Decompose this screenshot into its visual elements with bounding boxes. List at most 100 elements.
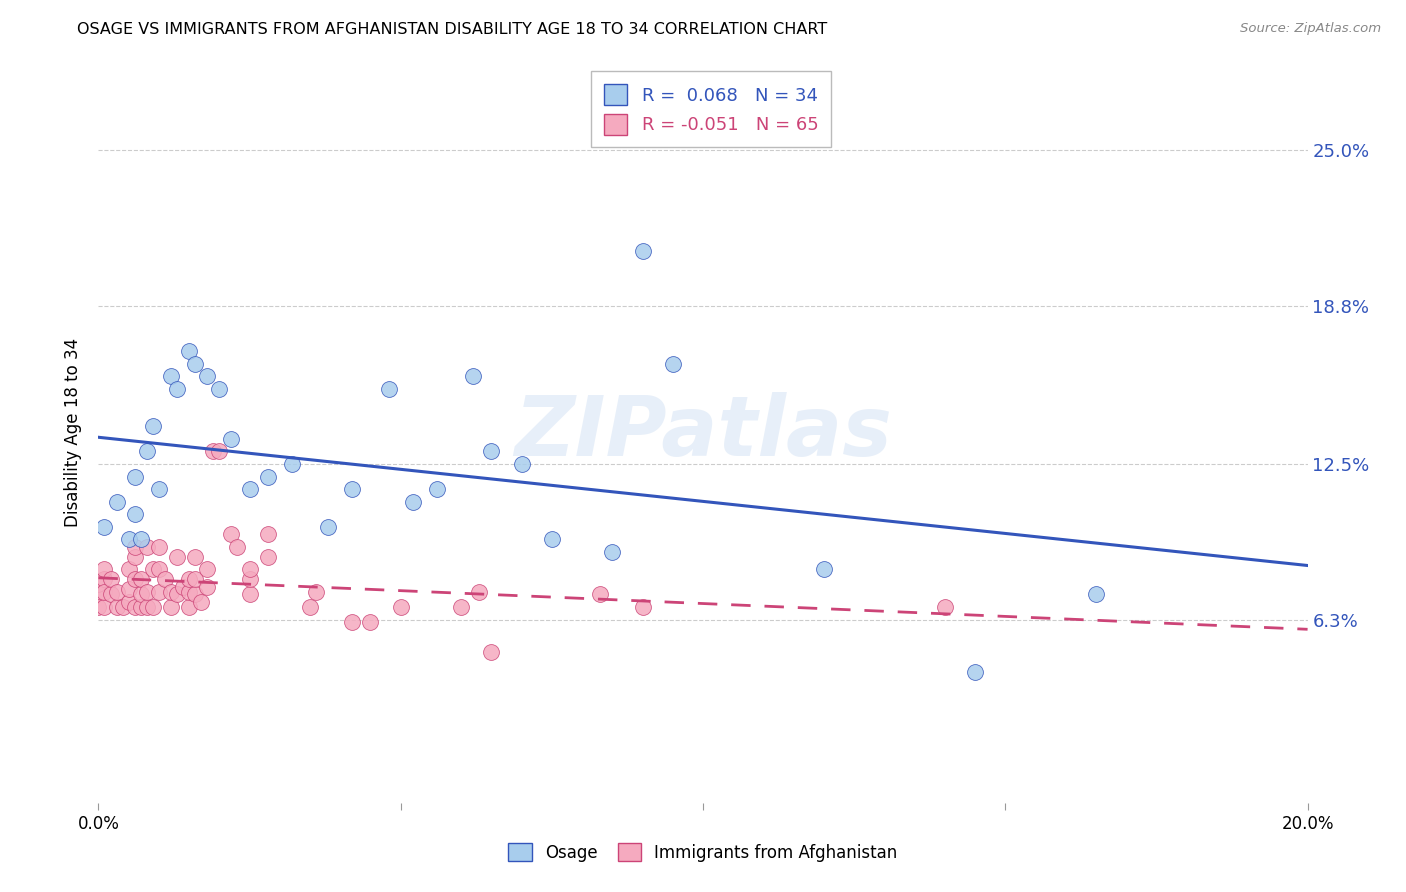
Point [179,573,201,587]
Point [540,533,562,547]
Point [93,562,115,576]
Point [256,527,278,541]
Point [135,585,157,599]
Text: ZIPatlas: ZIPatlas [515,392,891,473]
Point [934,600,956,615]
Point [142,562,165,576]
Point [129,600,152,615]
Point [195,369,218,384]
Point [239,587,262,601]
Text: Source: ZipAtlas.com: Source: ZipAtlas.com [1240,22,1381,36]
Point [124,600,146,615]
Point [179,344,201,359]
Point [426,482,449,496]
Legend: Osage, Immigrants from Afghanistan: Osage, Immigrants from Afghanistan [502,837,904,869]
Point [148,482,170,496]
Point [360,615,382,629]
Point [118,595,141,609]
Point [179,585,201,599]
Point [160,585,183,599]
Point [111,600,134,615]
Point [93,520,115,534]
Point [813,562,835,576]
Point [160,369,183,384]
Point [105,600,128,615]
Point [202,444,225,458]
Point [661,357,683,371]
Point [589,587,612,601]
Point [510,457,533,471]
Point [239,573,262,587]
Point [281,457,304,471]
Point [195,562,218,576]
Y-axis label: Disability Age 18 to 34: Disability Age 18 to 34 [65,338,83,527]
Point [179,600,201,615]
Point [184,357,207,371]
Point [166,382,188,396]
Point [100,587,122,601]
Point [124,540,146,554]
Point [450,600,472,615]
Point [129,533,152,547]
Point [221,432,243,446]
Point [135,444,157,458]
Point [468,585,491,599]
Point [135,540,157,554]
Point [100,573,122,587]
Point [148,585,170,599]
Point [124,549,146,564]
Point [342,615,364,629]
Point [160,600,183,615]
Text: OSAGE VS IMMIGRANTS FROM AFGHANISTAN DISABILITY AGE 18 TO 34 CORRELATION CHART: OSAGE VS IMMIGRANTS FROM AFGHANISTAN DIS… [77,22,828,37]
Point [172,580,194,594]
Point [124,507,146,521]
Point [118,533,141,547]
Point [118,562,141,576]
Point [166,587,188,601]
Point [118,582,141,597]
Point [184,549,207,564]
Point [124,573,146,587]
Point [481,645,503,659]
Point [148,540,170,554]
Point [463,369,485,384]
Point [256,549,278,564]
Point [93,573,115,587]
Point [105,494,128,508]
Point [184,587,207,601]
Point [342,482,364,496]
Point [93,600,115,615]
Point [135,600,157,615]
Point [299,600,322,615]
Point [208,382,231,396]
Point [631,600,654,615]
Point [142,419,165,434]
Point [965,665,987,680]
Point [87,577,110,591]
Point [190,595,212,609]
Point [221,527,243,541]
Point [316,520,339,534]
Point [87,587,110,601]
Point [602,545,624,559]
Point [481,444,503,458]
Point [377,382,399,396]
Point [153,573,176,587]
Point [184,573,207,587]
Point [239,562,262,576]
Point [166,549,188,564]
Point [87,600,110,615]
Point [195,580,218,594]
Point [124,469,146,483]
Point [142,600,165,615]
Point [208,444,231,458]
Point [1085,587,1108,601]
Point [93,585,115,599]
Point [389,600,412,615]
Point [239,482,262,496]
Point [129,587,152,601]
Point [305,585,328,599]
Point [256,469,278,483]
Point [402,494,425,508]
Point [105,585,128,599]
